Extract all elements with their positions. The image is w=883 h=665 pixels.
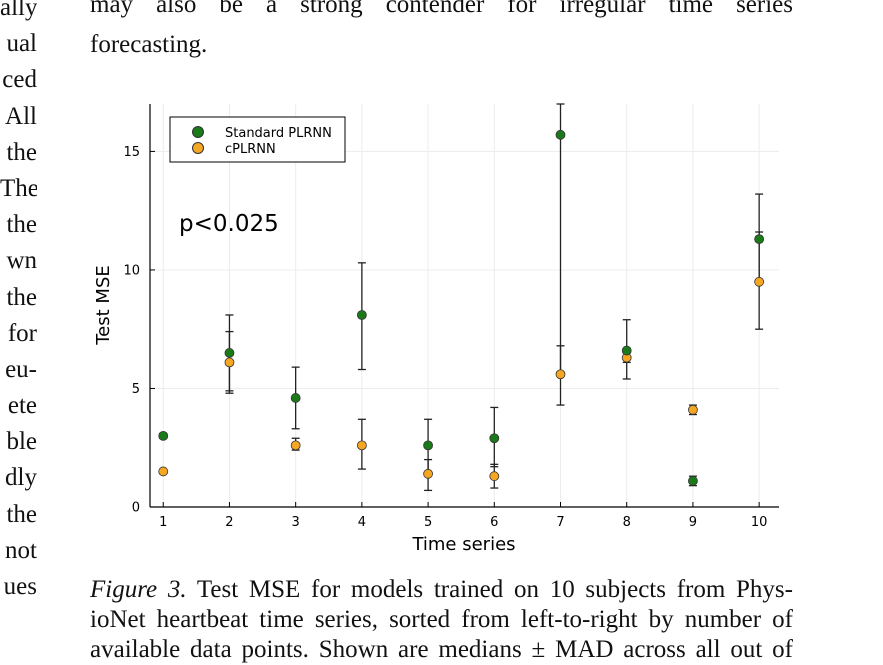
x-axis-label: Time series (411, 534, 515, 555)
left-column-line: the (6, 211, 37, 239)
caption-figure-label: Figure 3. (90, 576, 187, 603)
left-column-line: not (5, 536, 37, 564)
point-standard-plrnn (290, 393, 301, 403)
left-column-line: the (6, 500, 37, 528)
legend-marker-standard-plrnn (192, 126, 204, 138)
x-tick-label: 1 (159, 515, 167, 530)
body-line-1: may also be a strong contender for irreg… (90, 0, 793, 18)
caption-text-1: Test MSE for models trained on 10 subjec… (196, 576, 793, 603)
x-tick-label: 10 (751, 515, 768, 530)
y-tick-label: 15 (123, 145, 140, 160)
x-tick-label: 8 (623, 515, 631, 530)
point-standard-plrnn (489, 433, 500, 444)
point-standard-plrnn (754, 234, 765, 245)
left-column-line: ced (2, 66, 37, 94)
x-tick-label: 7 (556, 515, 564, 530)
left-column-line: dly (5, 464, 37, 492)
axes (149, 104, 779, 508)
left-column-line: The (0, 174, 37, 202)
legend-label-cplrnn: cPLRNN (225, 142, 276, 157)
point-cplrnn (754, 276, 765, 287)
point-cplrnn (356, 440, 367, 451)
point-cplrnn (423, 468, 433, 479)
x-tick-label: 6 (490, 515, 498, 530)
x-tick-label: 9 (689, 515, 697, 530)
y-tick-label: 0 (132, 501, 140, 516)
point-standard-plrnn (158, 430, 169, 441)
point-cplrnn (158, 466, 169, 477)
left-column-line: the (6, 283, 37, 311)
left-column-line: ble (6, 428, 37, 456)
left-column-line: eu- (5, 355, 37, 383)
y-tick-label: 5 (132, 382, 140, 397)
left-column-line: wn (6, 247, 37, 275)
point-standard-plrnn (423, 440, 433, 451)
body-paragraph: may also be a strong contender for irreg… (90, 0, 793, 65)
left-column-line: ual (6, 30, 37, 58)
point-standard-plrnn (621, 345, 632, 356)
point-cplrnn (224, 357, 235, 368)
p-value-annotation: p<0.025 (179, 211, 279, 237)
left-column-line: ally (0, 0, 37, 21)
x-tick-label: 2 (225, 515, 233, 530)
legend: Standard PLRNN cPLRNN (169, 116, 346, 163)
caption-line-1: Figure 3. Test MSE for models trained on… (90, 575, 793, 605)
x-tick-label: 3 (292, 515, 300, 530)
point-standard-plrnn (688, 476, 698, 486)
figure-caption: Figure 3. Test MSE for models trained on… (90, 575, 793, 665)
caption-line-2: ioNet heartbeat time series, sorted from… (90, 606, 793, 633)
body-line-2: forecasting. (90, 31, 208, 58)
left-column-line: ues (3, 573, 37, 600)
left-column-line: ete (7, 392, 37, 420)
point-standard-plrnn (224, 348, 235, 358)
point-standard-plrnn (555, 129, 566, 140)
x-tick-label: 5 (424, 515, 432, 530)
legend-box (169, 116, 346, 163)
left-column-line: the (6, 138, 37, 166)
point-cplrnn (489, 471, 500, 482)
y-axis-label: Test MSE (93, 265, 114, 346)
point-cplrnn (555, 369, 566, 380)
legend-label-standard-plrnn: Standard PLRNN (225, 126, 332, 141)
y-tick-label: 10 (123, 263, 140, 278)
caption-line-3: available data points. Shown are medians… (90, 636, 793, 663)
point-cplrnn (290, 440, 301, 451)
point-standard-plrnn (356, 310, 367, 320)
left-column-line: for (7, 319, 37, 347)
data-points (158, 129, 765, 486)
left-column-text: ally ual ced All the The the wn the for eu-ete ble d… (0, 0, 37, 605)
x-tick-label: 4 (358, 515, 366, 530)
grid-lines (150, 104, 779, 508)
legend-marker-cplrnn (192, 142, 204, 154)
left-column-line: All (5, 102, 37, 130)
point-cplrnn (688, 404, 698, 415)
tick-labels: 1 2 3 4 5 6 7 8 9 10 0 5 10 15 (123, 145, 767, 530)
